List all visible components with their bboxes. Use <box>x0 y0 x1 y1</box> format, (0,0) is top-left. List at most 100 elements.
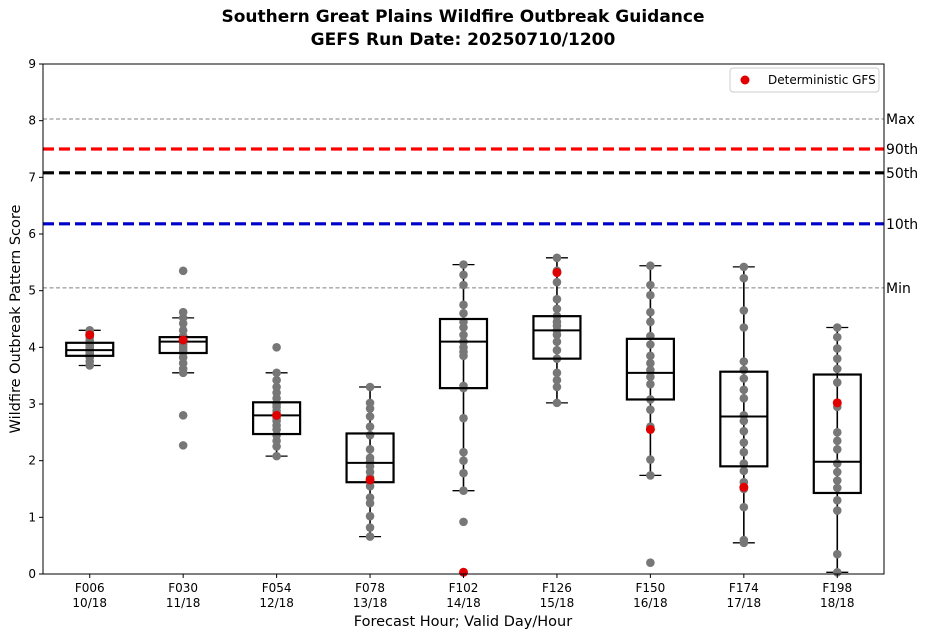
member-point <box>178 441 188 450</box>
member-point <box>272 343 281 352</box>
iqr-box <box>532 315 582 360</box>
x-axis-label: Forecast Hour; Valid Day/Hour <box>354 614 572 630</box>
member-point <box>459 270 468 280</box>
y-tick-label: 2 <box>28 454 36 468</box>
member-point <box>646 358 655 368</box>
x-tick-sublabel: 15/18 <box>540 596 575 610</box>
member-point <box>646 261 655 271</box>
chart-subtitle: GEFS Run Date: 20250710/1200 <box>311 30 616 50</box>
x-tick-label: F198 <box>822 581 852 595</box>
member-point <box>459 447 468 457</box>
member-point <box>739 394 749 403</box>
member-point <box>459 309 468 318</box>
x-tick-sublabel: 17/18 <box>727 596 762 610</box>
deterministic-point <box>85 330 95 340</box>
box-group-f078 <box>345 382 395 541</box>
member-point <box>365 523 375 532</box>
x-tick-label: F054 <box>262 581 292 595</box>
member-point <box>832 445 842 454</box>
legend-marker <box>740 75 750 85</box>
x-tick-label: F150 <box>635 581 665 595</box>
legend-box <box>729 67 880 93</box>
member-point <box>552 382 562 392</box>
member-point <box>646 379 655 389</box>
x-tick-sublabel: 14/18 <box>446 596 481 610</box>
member-point <box>832 354 842 363</box>
box-group-f150 <box>625 261 675 567</box>
x-tick-sublabel: 18/18 <box>820 596 855 610</box>
deterministic-point <box>552 268 562 278</box>
member-point <box>365 422 375 431</box>
box-group-f198 <box>812 323 862 577</box>
member-point <box>459 468 468 478</box>
box-group-f102 <box>438 260 489 577</box>
member-point <box>552 253 562 263</box>
iqr-box <box>438 317 489 390</box>
member-point <box>459 486 468 496</box>
member-point <box>832 549 842 559</box>
member-point <box>365 412 375 421</box>
member-point <box>646 351 655 361</box>
box-group-f174 <box>719 262 769 548</box>
member-point <box>646 290 655 300</box>
x-tick-sublabel: 12/18 <box>259 596 294 610</box>
member-point <box>739 502 749 512</box>
member-point <box>552 304 562 314</box>
member-point <box>365 430 375 440</box>
member-point <box>365 481 375 491</box>
member-point <box>365 453 375 463</box>
y-tick-label: 5 <box>28 284 36 298</box>
member-point <box>832 483 842 493</box>
reference-label-10th: 10th <box>886 217 918 233</box>
deterministic-point <box>178 335 188 345</box>
x-tick-sublabel: 13/18 <box>353 596 388 610</box>
member-point <box>365 493 375 502</box>
reference-lines: Max 90th 50th 10th Min <box>43 112 918 297</box>
x-tick-label: F174 <box>729 581 759 595</box>
member-point <box>552 398 562 408</box>
member-point <box>646 471 655 480</box>
x-tick-label: F126 <box>542 581 572 595</box>
member-point <box>178 326 188 335</box>
member-point <box>646 372 655 382</box>
iqr-box <box>252 401 302 436</box>
x-tick-sublabel: 16/18 <box>633 596 668 610</box>
member-point <box>646 307 655 317</box>
member-point <box>459 456 468 465</box>
member-point <box>832 496 842 505</box>
x-tick-label: F102 <box>449 581 479 595</box>
member-point <box>832 459 842 468</box>
y-axis-label: Wildfire Outbreak Pattern Score <box>8 204 24 433</box>
x-tick-label: F078 <box>355 581 385 595</box>
member-point <box>739 466 749 476</box>
y-tick-label: 7 <box>28 170 36 184</box>
member-point <box>178 411 188 420</box>
reference-label-min: Min <box>886 281 911 297</box>
legend-label: Deterministic GFS <box>768 73 876 87</box>
member-point <box>646 280 655 290</box>
deterministic-point <box>272 410 282 420</box>
member-point <box>739 262 749 272</box>
member-point <box>739 411 749 420</box>
member-point <box>272 375 281 385</box>
member-point <box>178 266 188 276</box>
member-point <box>365 532 375 541</box>
member-point <box>552 345 562 355</box>
member-point <box>832 428 842 437</box>
plot-area <box>65 253 862 577</box>
member-point <box>739 447 749 457</box>
member-point <box>832 436 842 446</box>
member-point <box>832 364 842 374</box>
member-point <box>739 438 749 447</box>
member-point <box>459 300 468 310</box>
member-point <box>365 445 375 454</box>
y-tick-label: 4 <box>28 340 36 354</box>
member-point <box>832 467 842 477</box>
member-point <box>552 337 562 346</box>
member-point <box>832 476 842 485</box>
x-tick-label: F006 <box>75 581 105 595</box>
y-tick-label: 6 <box>28 227 36 241</box>
member-point <box>365 511 375 521</box>
